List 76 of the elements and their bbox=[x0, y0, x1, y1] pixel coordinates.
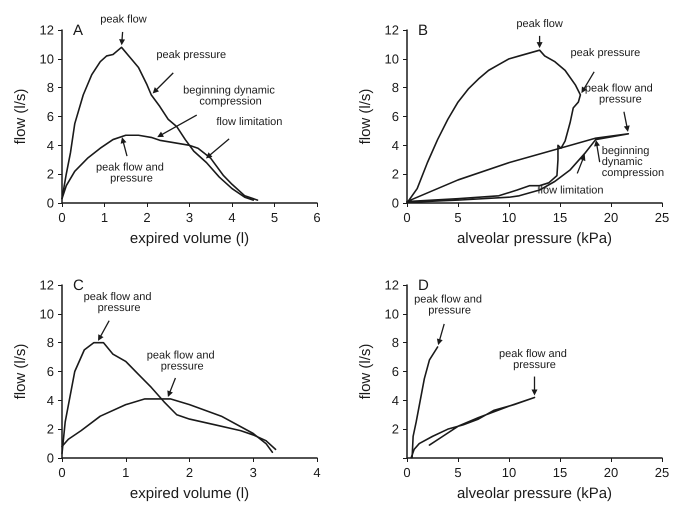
y-tick-label: 6 bbox=[392, 364, 399, 379]
x-axis-title: expired volume (l) bbox=[130, 485, 250, 502]
y-tick-label: 12 bbox=[384, 278, 399, 292]
y-tick-label: 6 bbox=[46, 109, 54, 124]
annotation: peak flow and pressure bbox=[584, 82, 656, 106]
y-tick-label: 0 bbox=[46, 196, 54, 210]
y-axis-title: flow (l/s) bbox=[357, 88, 374, 144]
x-tick-label: 2 bbox=[186, 465, 194, 480]
x-axis-title: expired volume (l) bbox=[130, 230, 250, 247]
annotation: peak pressure bbox=[570, 46, 640, 59]
x-tick-label: 1 bbox=[122, 465, 130, 480]
y-tick-label: 0 bbox=[46, 450, 54, 466]
x-tick-label: 4 bbox=[313, 465, 321, 480]
y-axis-title: flow (l/s) bbox=[12, 344, 29, 400]
y-tick-label: 8 bbox=[46, 335, 54, 350]
y-tick-label: 10 bbox=[384, 51, 399, 66]
x-tick-label: 3 bbox=[186, 210, 194, 225]
chart-title: C bbox=[73, 277, 84, 294]
y-tick-label: 4 bbox=[392, 138, 399, 153]
x-tick-label: 2 bbox=[143, 210, 151, 225]
y-tick-label: 2 bbox=[46, 422, 54, 437]
x-axis-title: alveolar pressure (kPa) bbox=[456, 230, 612, 247]
annotation: peak flow and pressure bbox=[146, 349, 218, 372]
chart-title: B bbox=[418, 22, 428, 39]
y-tick-label: 0 bbox=[392, 196, 399, 210]
annotation: peak flow bbox=[516, 18, 563, 30]
y-tick-label: 4 bbox=[46, 138, 54, 153]
annotation: peak flow and pressure bbox=[96, 162, 167, 185]
x-tick-label: 3 bbox=[250, 465, 257, 480]
x-tick-label: 25 bbox=[654, 465, 670, 480]
annotation: peak flow bbox=[100, 13, 147, 26]
x-tick-label: 15 bbox=[552, 210, 568, 225]
annotation: beginning dynamic compression bbox=[183, 84, 278, 108]
x-tick-label: 20 bbox=[604, 210, 618, 225]
y-tick-label: 8 bbox=[392, 335, 399, 350]
y-tick-label: 8 bbox=[46, 80, 54, 96]
x-tick-label: 6 bbox=[313, 210, 321, 225]
chart-title: A bbox=[73, 22, 84, 39]
y-tick-label: 2 bbox=[46, 166, 54, 182]
x-tick-label: 5 bbox=[270, 210, 278, 225]
y-tick-label: 8 bbox=[392, 80, 399, 96]
x-tick-label: 5 bbox=[454, 210, 462, 225]
annotation: beginning dynamic compression bbox=[602, 145, 664, 180]
y-tick-label: 10 bbox=[40, 306, 54, 322]
x-tick-label: 25 bbox=[654, 210, 670, 225]
x-tick-label: 10 bbox=[502, 210, 516, 225]
x-tick-label: 4 bbox=[228, 210, 236, 225]
y-axis-title: flow (l/s) bbox=[12, 88, 29, 144]
annotation: flow limitation bbox=[216, 116, 282, 128]
y-tick-label: 12 bbox=[40, 278, 54, 292]
y-tick-label: 12 bbox=[384, 22, 399, 38]
y-tick-label: 2 bbox=[392, 166, 399, 182]
annotation: peak flow and pressure bbox=[84, 291, 155, 314]
y-tick-label: 10 bbox=[40, 51, 54, 66]
annotation: peak flow and pressure bbox=[414, 293, 486, 316]
y-tick-label: 6 bbox=[46, 364, 54, 379]
x-tick-label: 0 bbox=[58, 210, 66, 225]
x-tick-label: 0 bbox=[403, 465, 411, 480]
y-tick-label: 4 bbox=[46, 392, 54, 408]
x-tick-label: 0 bbox=[58, 465, 66, 480]
y-tick-label: 12 bbox=[40, 22, 54, 38]
y-tick-label: 6 bbox=[392, 109, 399, 124]
x-tick-label: 1 bbox=[100, 210, 108, 225]
annotation: peak flow and pressure bbox=[499, 348, 570, 371]
x-tick-label: 0 bbox=[403, 210, 411, 225]
x-tick-label: 5 bbox=[454, 465, 462, 480]
x-tick-label: 15 bbox=[552, 465, 568, 480]
chart-title: D bbox=[418, 277, 429, 294]
y-tick-label: 4 bbox=[392, 392, 399, 408]
x-axis-title: alveolar pressure (kPa) bbox=[456, 485, 612, 502]
y-axis-title: flow (l/s) bbox=[357, 344, 374, 400]
y-tick-label: 10 bbox=[384, 306, 399, 322]
y-tick-label: 2 bbox=[392, 422, 399, 437]
annotation: peak pressure bbox=[156, 48, 226, 61]
x-tick-label: 20 bbox=[604, 465, 618, 480]
x-tick-label: 10 bbox=[502, 465, 516, 480]
